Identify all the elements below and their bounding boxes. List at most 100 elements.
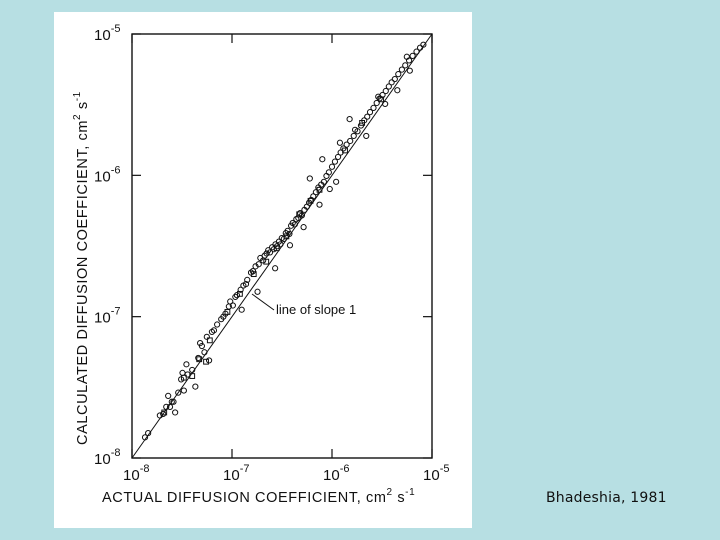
data-point-square xyxy=(378,96,385,103)
data-point-circle xyxy=(413,48,420,55)
y-axis-title-sup1: 2 xyxy=(72,114,83,120)
data-point-circle xyxy=(165,392,172,400)
data-point-square xyxy=(263,258,270,265)
x-tick-label: 10-7 xyxy=(223,463,249,484)
x-tick-label: 10-6 xyxy=(323,463,349,484)
data-point-circle xyxy=(366,109,374,116)
data-point-circle xyxy=(254,288,261,295)
data-point-circle xyxy=(237,286,244,293)
x-tick-label: 10-5 xyxy=(423,463,449,484)
data-point-circle xyxy=(210,327,218,334)
data-point-circle xyxy=(394,87,401,94)
data-point-circle xyxy=(172,409,179,416)
data-point-circle xyxy=(197,340,204,347)
data-point-square xyxy=(359,119,366,126)
data-point-square xyxy=(161,409,168,416)
data-point-circle xyxy=(373,99,380,107)
data-point-circle xyxy=(391,75,398,83)
data-point-square xyxy=(296,211,303,218)
data-point-circle xyxy=(205,357,213,364)
figure-panel: line of slope 1 10-8 10-7 10-6 10-5 10-8 10-7… xyxy=(54,12,472,528)
data-point-circle xyxy=(306,175,313,182)
data-point-square xyxy=(316,186,323,193)
data-point-circle xyxy=(266,249,274,256)
x-tick-base: 10 xyxy=(123,467,140,484)
data-point-circle xyxy=(409,52,416,59)
data-point-circle xyxy=(284,227,291,234)
x-tick-base: 10 xyxy=(423,467,440,484)
y-axis-title-main: CALCULATED DIFFUSION COEFFICIENT, cm xyxy=(75,120,91,445)
data-point-circle xyxy=(249,268,257,275)
data-point-circle xyxy=(170,398,177,405)
data-point-circle xyxy=(398,66,405,73)
data-point-square xyxy=(250,271,257,278)
data-point-square xyxy=(224,309,231,315)
data-point-circle xyxy=(272,265,279,272)
data-point-circle xyxy=(370,104,377,112)
data-point-circle xyxy=(175,389,182,396)
data-point-circle xyxy=(156,412,163,419)
y-tick-exponent: -8 xyxy=(111,447,121,459)
data-point-circle xyxy=(232,293,239,300)
data-point-circle xyxy=(351,126,359,133)
data-point-circle xyxy=(141,434,149,441)
y-tick-label: 10-5 xyxy=(94,23,120,44)
annotation-leader xyxy=(251,293,275,311)
data-point-circle xyxy=(263,250,270,257)
data-point-square xyxy=(342,147,348,154)
y-tick-base: 10 xyxy=(94,27,111,44)
data-point-circle xyxy=(203,333,210,340)
data-point-square xyxy=(196,356,203,363)
data-point-circle xyxy=(286,242,294,249)
data-point-circle xyxy=(406,67,413,74)
y-tick-exponent: -5 xyxy=(111,23,121,35)
data-points xyxy=(141,41,427,441)
data-point-circle xyxy=(168,398,175,405)
data-point-circle xyxy=(320,178,328,185)
data-point-circle xyxy=(388,79,395,86)
data-point-circle xyxy=(238,306,245,313)
data-point-circle xyxy=(229,302,236,309)
data-point-square xyxy=(307,197,314,204)
data-point-circle xyxy=(328,163,336,170)
data-point-circle xyxy=(350,132,357,140)
data-point-square xyxy=(273,245,280,252)
data-point-circle xyxy=(233,292,241,299)
x-axis-title: ACTUAL DIFFUSION COEFFICIENT, cm2 s-1 xyxy=(102,487,415,506)
data-point-circle xyxy=(319,156,326,163)
data-point-square xyxy=(283,233,290,240)
data-point-square xyxy=(206,337,213,344)
citation-text: Bhadeshia, 1981 xyxy=(546,490,667,506)
data-point-circle xyxy=(195,354,202,362)
data-point-circle xyxy=(244,276,251,284)
data-point-circle xyxy=(255,261,262,268)
data-point-circle xyxy=(343,141,350,148)
y-tick-exponent: -6 xyxy=(111,164,121,176)
plot-frame xyxy=(131,33,433,459)
data-point-circle xyxy=(163,403,170,410)
y-tick-exponent: -7 xyxy=(111,306,121,318)
tick-layer: 10-8 10-7 10-6 10-510-810-710-610-5 xyxy=(94,23,449,484)
data-point-circle xyxy=(242,280,250,288)
data-point-circle xyxy=(347,137,354,145)
data-point-square xyxy=(203,358,209,365)
y-tick-label: 10-7 xyxy=(94,306,120,327)
scatter-plot: line of slope 1 10-8 10-7 10-6 10-510-810-7… xyxy=(72,23,449,506)
y-tick-base: 10 xyxy=(94,168,111,185)
x-tick-exponent: -6 xyxy=(340,463,350,475)
x-axis-title-sup2: -1 xyxy=(405,487,415,498)
data-point-circle xyxy=(160,410,167,418)
data-point-circle xyxy=(145,430,152,437)
data-point-circle xyxy=(189,366,196,374)
data-point-circle xyxy=(363,132,370,140)
data-point-circle xyxy=(316,201,323,208)
data-point-circle xyxy=(192,383,199,390)
x-tick-label: 10-8 xyxy=(123,463,149,484)
data-point-circle xyxy=(336,139,344,146)
x-axis-title-main: ACTUAL DIFFUSION COEFFICIENT, cm xyxy=(102,490,387,506)
data-point-circle xyxy=(331,158,339,165)
x-tick-exponent: -8 xyxy=(140,463,150,475)
data-point-square xyxy=(180,374,187,381)
data-point-circle xyxy=(382,100,389,108)
data-point-circle xyxy=(214,321,221,328)
